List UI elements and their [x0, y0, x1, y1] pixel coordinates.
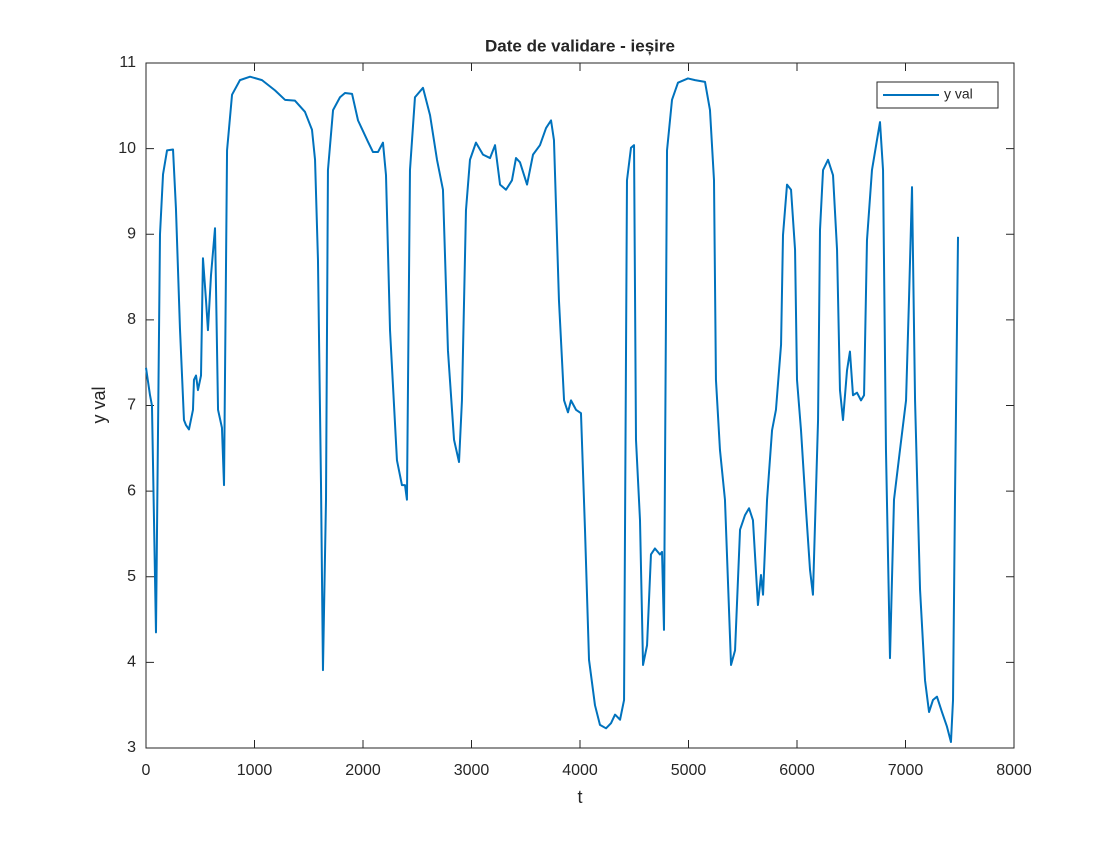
x-tick-label: 6000 — [779, 762, 815, 779]
x-tick-label: 1000 — [237, 762, 273, 779]
y-tick-label: 9 — [127, 225, 136, 242]
data-line — [145, 75, 960, 744]
chart-title: Date de validare - ieșire — [485, 36, 675, 55]
x-axis-label: t — [577, 787, 582, 807]
x-tick-label: 3000 — [454, 762, 490, 779]
y-tick-label: 10 — [118, 140, 136, 157]
y-tick-label: 8 — [127, 311, 136, 328]
y-tick-label: 4 — [127, 654, 136, 671]
x-tick-label: 8000 — [996, 762, 1032, 779]
x-tick-label: 4000 — [562, 762, 598, 779]
x-tick-label: 2000 — [345, 762, 381, 779]
y-tick-label: 7 — [127, 397, 136, 414]
y-tick-label: 11 — [119, 54, 136, 71]
x-tick-label: 0 — [142, 762, 151, 779]
y-tick-label: 6 — [127, 482, 136, 499]
y-tick-label: 3 — [127, 739, 136, 756]
x-tick-label: 7000 — [888, 762, 924, 779]
y-tick-label: 5 — [127, 568, 136, 585]
x-tick-label: 5000 — [671, 762, 707, 779]
y-axis-label: y val — [89, 386, 109, 423]
legend-label: y val — [944, 86, 973, 102]
